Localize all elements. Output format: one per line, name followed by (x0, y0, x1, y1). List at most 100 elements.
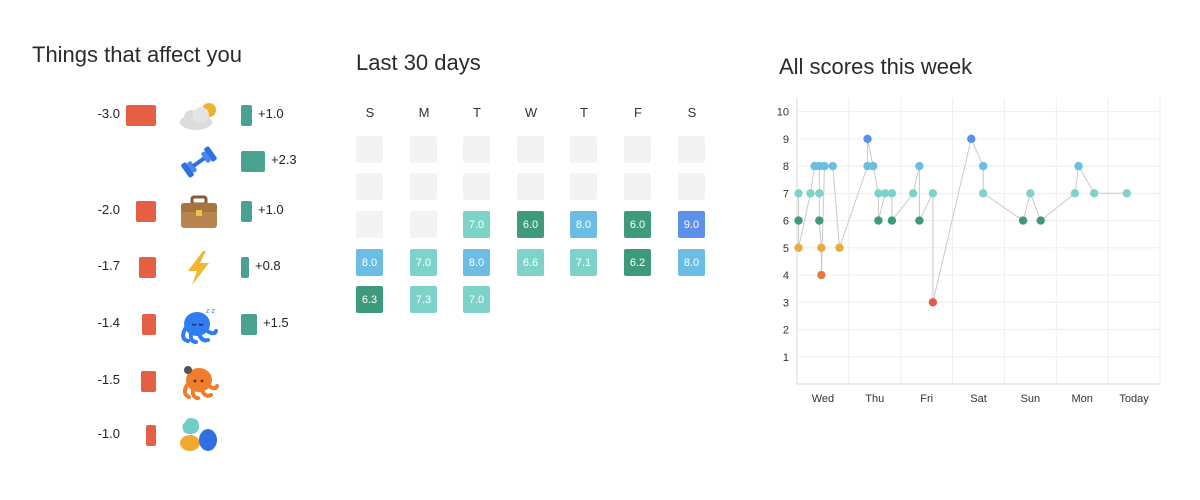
factor-row: +2.3 (0, 142, 330, 182)
calendar-day-empty (678, 136, 705, 163)
score-point (967, 134, 976, 144)
score-point (794, 216, 803, 225)
score-point (806, 189, 815, 198)
weekday-header: T (580, 105, 588, 120)
calendar-title: Last 30 days (356, 50, 481, 75)
score-point (978, 189, 988, 198)
calendar-day-score: 7.0 (463, 211, 490, 238)
score-trend-line (798, 137, 1127, 303)
positive-effect-bar (241, 105, 252, 126)
score-point (815, 216, 824, 225)
y-tick-label: 7 (783, 188, 789, 200)
x-tick-label: Fri (920, 393, 933, 405)
y-tick-label: 1 (783, 352, 789, 364)
score-point (815, 189, 824, 198)
factors-panel: Things that affect you -3.0 +1.0 +2.3 -2.0 +… (0, 0, 330, 500)
factor-row: -1.0 (0, 416, 330, 456)
y-tick-label: 6 (783, 216, 789, 228)
factor-row: -2.0 +1.0 (0, 192, 330, 232)
x-tick-label: Sat (970, 393, 987, 405)
factors-title: Things that affect you (32, 42, 242, 67)
score-point (817, 243, 826, 253)
weekday-header: F (634, 105, 642, 120)
negative-effect-label: -1.5 (97, 372, 120, 387)
y-tick-label: 5 (783, 243, 789, 255)
social-icon (176, 416, 222, 456)
y-tick-label: 3 (783, 297, 789, 309)
score-point (835, 243, 844, 253)
y-tick-label: 9 (783, 134, 789, 146)
calendar-day-score: 7.3 (410, 286, 437, 313)
weather-icon (176, 96, 222, 136)
positive-effect-label: +1.0 (258, 202, 284, 217)
score-point (915, 216, 924, 225)
factor-row: -1.7 +0.8 (0, 248, 330, 288)
svg-text:z z: z z (206, 308, 215, 315)
positive-effect-label: +1.0 (258, 106, 284, 121)
score-point (874, 216, 883, 225)
score-point (928, 189, 938, 198)
grid (796, 98, 1161, 384)
calendar-day-score: 6.6 (517, 249, 544, 276)
negative-effect-bar (139, 257, 156, 278)
sleep-icon: z z (176, 305, 222, 345)
positive-effect-bar (241, 314, 257, 335)
calendar-day-score: 7.1 (570, 249, 597, 276)
score-point (794, 243, 803, 253)
negative-effect-label: -1.0 (97, 426, 120, 441)
score-point (863, 134, 872, 144)
scores-chart: 1 2 3 4 5 6 7 8 9 10 Wed Thu Fri Sat Sun Mon Today (777, 98, 1161, 405)
weekday-header: M (418, 105, 430, 120)
calendar-day-empty (356, 211, 383, 238)
x-tick-label: Mon (1072, 393, 1093, 405)
work-icon (176, 192, 222, 232)
score-point (928, 298, 938, 307)
calendar-day-score: 6.0 (517, 211, 544, 238)
negative-effect-label: -3.0 (97, 106, 120, 121)
factor-row: -1.4 z z +1.5 (0, 305, 330, 345)
score-point (887, 216, 897, 225)
negative-effect-bar (146, 425, 156, 446)
calendar-day-empty (517, 173, 544, 200)
y-tick-label: 10 (777, 107, 789, 119)
negative-effect-bar (141, 371, 156, 392)
x-tick-label: Sun (1021, 393, 1041, 405)
calendar-day-score: 8.0 (570, 211, 597, 238)
negative-effect-label: -1.7 (97, 258, 120, 273)
score-point (1026, 189, 1035, 198)
calendar-day-score: 6.2 (624, 249, 651, 276)
calendar-day-score: 6.3 (356, 286, 383, 313)
score-point (1089, 189, 1099, 198)
calendar-day-score: 9.0 (678, 211, 705, 238)
scores-panel: All scores this week 1 2 3 4 5 6 7 8 9 10 Wed Thu Fr… (760, 0, 1200, 500)
calendar-day-empty (356, 136, 383, 163)
calendar-day-empty (570, 173, 597, 200)
factor-row: -3.0 +1.0 (0, 96, 330, 136)
negative-effect-bar (136, 201, 156, 222)
calendar-day-empty (410, 211, 437, 238)
calendar-day-empty (463, 173, 490, 200)
score-point (1074, 161, 1083, 171)
x-tick-label: Wed (812, 393, 834, 405)
calendar-day-empty (410, 173, 437, 200)
x-tick-label: Today (1119, 393, 1149, 405)
calendar-day-score: 8.0 (678, 249, 705, 276)
score-point (869, 161, 878, 171)
score-point (915, 161, 924, 171)
score-point (874, 189, 883, 198)
negative-effect-bar (126, 105, 156, 126)
score-point (828, 161, 837, 171)
score-point (1122, 189, 1132, 198)
calendar-day-score: 8.0 (356, 249, 383, 276)
calendar-day-empty (410, 136, 437, 163)
score-point (820, 161, 829, 171)
negative-effect-bar (142, 314, 156, 335)
score-point (908, 189, 918, 198)
calendar-day-score: 6.0 (624, 211, 651, 238)
score-point (817, 270, 826, 280)
exercise-icon (176, 142, 222, 182)
positive-effect-label: +2.3 (271, 152, 297, 167)
calendar-panel: Last 30 days S M T W T F S 7.0 6.0 8.0 6.0 9.0 8.0 7.… (340, 0, 740, 500)
positive-effect-label: +1.5 (263, 315, 289, 330)
calendar-day-empty (356, 173, 383, 200)
